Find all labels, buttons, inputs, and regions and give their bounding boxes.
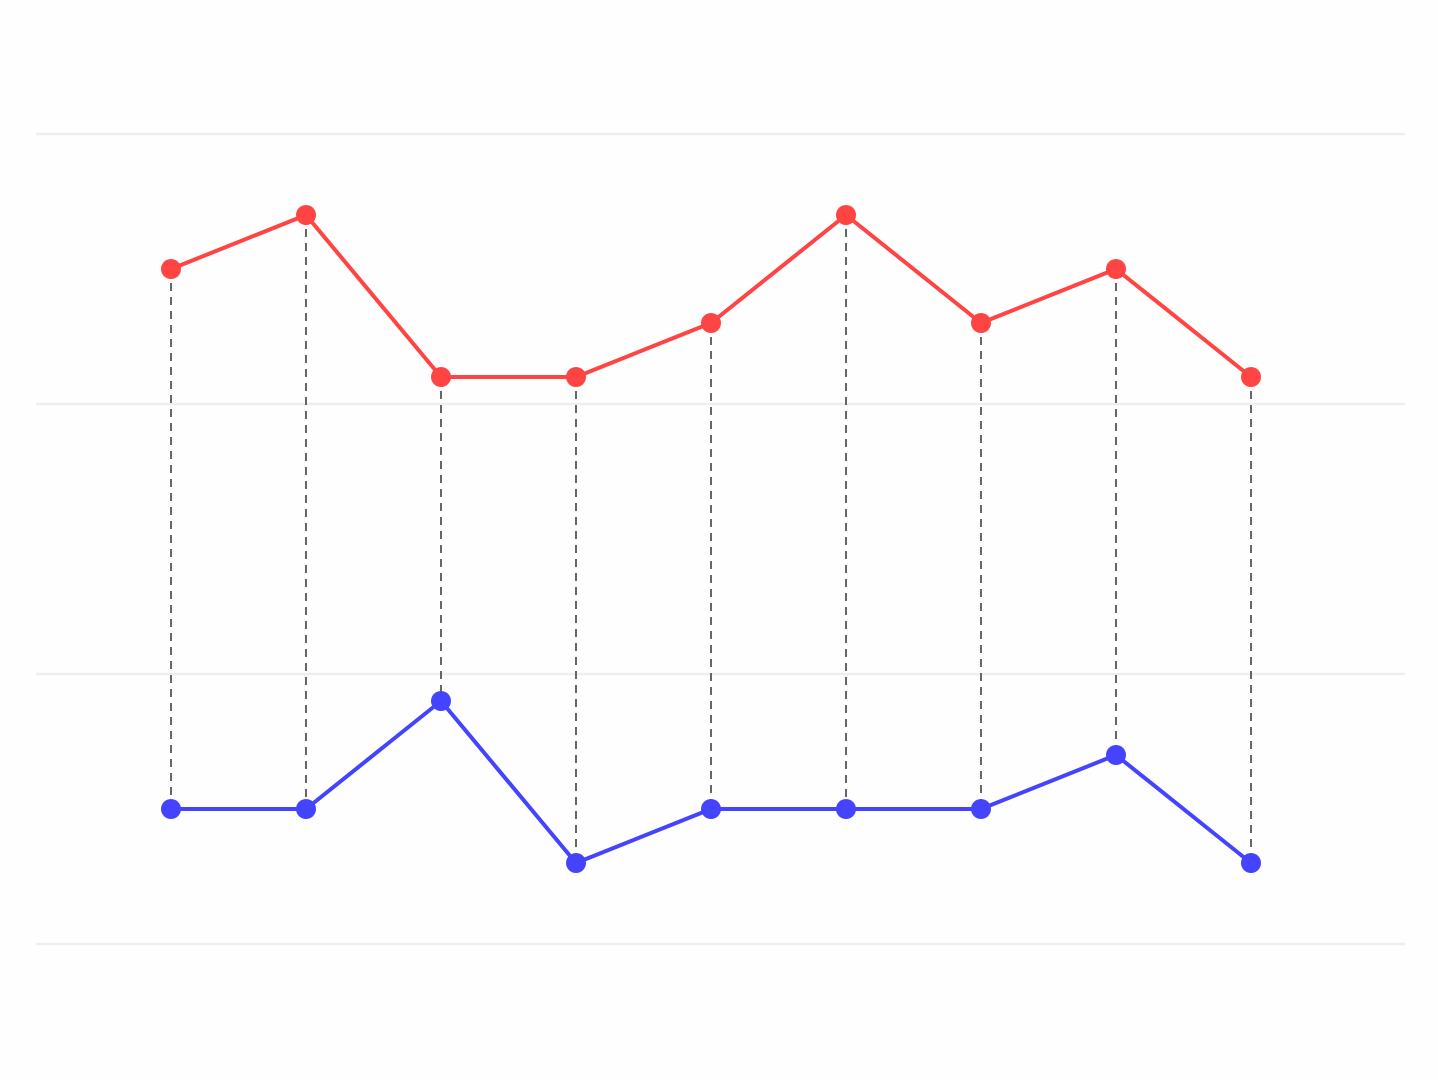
data-point-0 (836, 205, 856, 225)
data-point-0 (431, 367, 451, 387)
data-point-1 (566, 853, 586, 873)
data-point-0 (1241, 367, 1261, 387)
data-point-1 (836, 799, 856, 819)
data-point-0 (296, 205, 316, 225)
data-point-1 (1241, 853, 1261, 873)
data-point-0 (971, 313, 991, 333)
data-point-0 (701, 313, 721, 333)
data-point-1 (161, 799, 181, 819)
data-point-1 (296, 799, 316, 819)
data-point-1 (1106, 745, 1126, 765)
data-point-1 (431, 691, 451, 711)
data-point-0 (566, 367, 586, 387)
data-point-0 (1106, 259, 1126, 279)
data-point-1 (701, 799, 721, 819)
data-point-1 (971, 799, 991, 819)
series-line-1 (171, 699, 1253, 865)
data-point-0 (161, 259, 181, 279)
